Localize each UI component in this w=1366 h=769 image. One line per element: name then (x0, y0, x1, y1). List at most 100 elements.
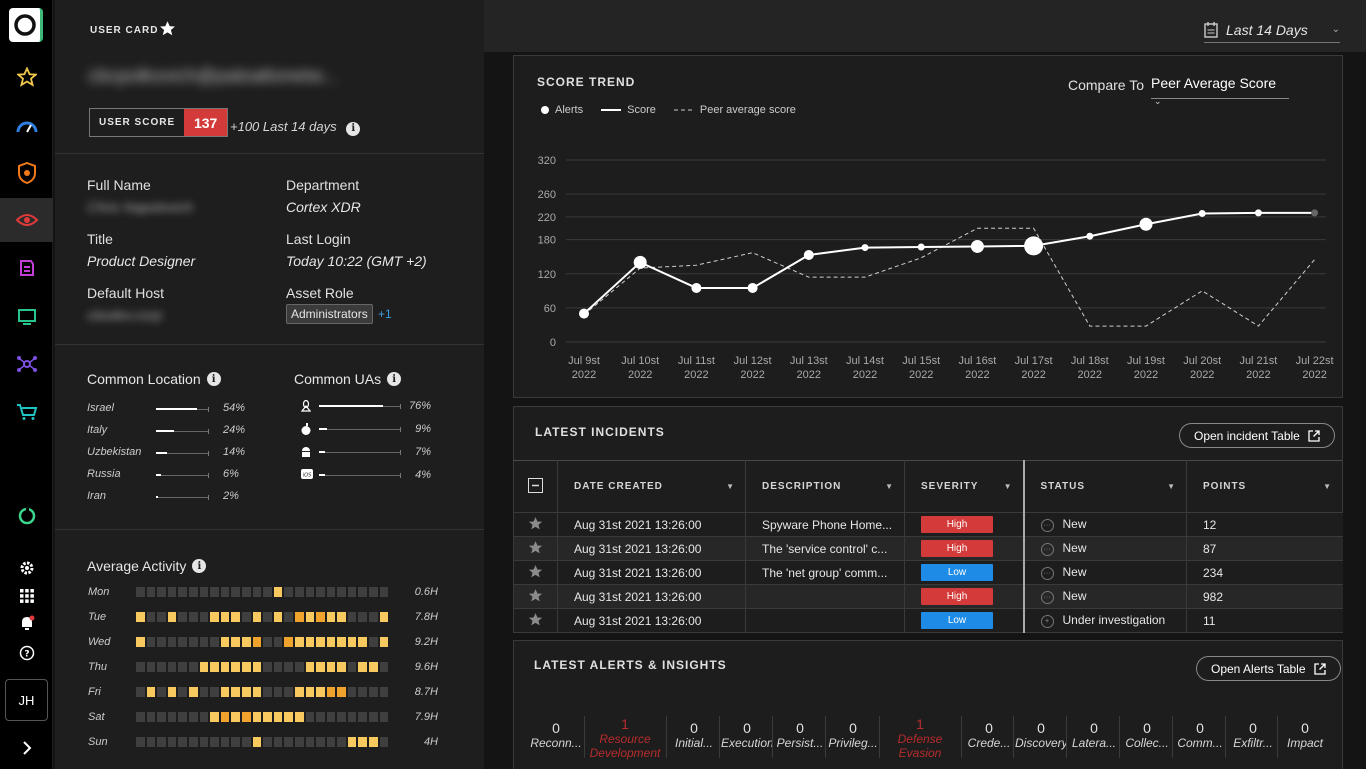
activity-cell[interactable] (188, 587, 198, 597)
activity-cell[interactable] (337, 637, 346, 647)
filter-icon[interactable]: ▼ (885, 482, 894, 491)
open-incident-table-button[interactable]: Open incident Table (1179, 423, 1335, 448)
activity-cell[interactable] (136, 612, 145, 622)
activity-cell[interactable] (273, 637, 283, 647)
activity-cell[interactable] (157, 637, 166, 647)
activity-cell[interactable] (178, 737, 187, 747)
activity-cell[interactable] (146, 637, 156, 647)
activity-cell[interactable] (146, 737, 156, 747)
alert-point[interactable] (1086, 232, 1094, 240)
activity-cell[interactable] (358, 587, 368, 597)
activity-cell[interactable] (305, 712, 315, 722)
activity-cell[interactable] (241, 637, 251, 647)
activity-cell[interactable] (294, 687, 304, 697)
activity-cell[interactable] (220, 587, 230, 597)
activity-cell[interactable] (294, 737, 304, 747)
activity-cell[interactable] (379, 687, 389, 697)
activity-cell[interactable] (284, 637, 293, 647)
activity-cell[interactable] (231, 587, 240, 597)
alert-point[interactable] (579, 308, 589, 319)
activity-cell[interactable] (146, 587, 156, 597)
activity-cell[interactable] (241, 687, 251, 697)
activity-cell[interactable] (167, 637, 177, 647)
filter-icon[interactable]: ▼ (726, 482, 735, 491)
activity-cell[interactable] (316, 687, 325, 697)
apps-grid-icon[interactable] (0, 574, 53, 618)
activity-cell[interactable] (220, 737, 230, 747)
table-row[interactable]: Aug 31st 2021 13:26:00 High ··· New 982 (513, 584, 1343, 609)
activity-cell[interactable] (178, 662, 187, 672)
activity-cell[interactable] (316, 612, 325, 622)
activity-cell[interactable] (337, 587, 346, 597)
avatar[interactable]: JH (5, 679, 48, 721)
activity-cell[interactable] (369, 637, 378, 647)
activity-cell[interactable] (178, 712, 187, 722)
activity-cell[interactable] (358, 687, 368, 697)
alert-point[interactable] (633, 255, 647, 269)
info-icon[interactable]: i (387, 372, 402, 386)
activity-cell[interactable] (316, 662, 325, 672)
activity-cell[interactable] (252, 737, 262, 747)
activity-cell[interactable] (263, 637, 272, 647)
activity-cell[interactable] (379, 612, 389, 622)
alert-point[interactable] (861, 244, 869, 252)
activity-cell[interactable] (231, 612, 240, 622)
activity-cell[interactable] (358, 612, 368, 622)
activity-cell[interactable] (326, 637, 336, 647)
shield-icon[interactable] (0, 151, 53, 195)
activity-cell[interactable] (326, 712, 336, 722)
alert-point[interactable] (747, 282, 758, 293)
alert-category[interactable]: 0 Latera... (1068, 720, 1120, 750)
activity-cell[interactable] (273, 687, 283, 697)
table-row[interactable]: Aug 31st 2021 13:26:00 The 'net group' co… (513, 560, 1343, 585)
eye-icon[interactable] (0, 198, 53, 242)
activity-cell[interactable] (231, 687, 240, 697)
activity-cell[interactable] (167, 712, 177, 722)
activity-cell[interactable] (379, 637, 389, 647)
alert-point[interactable] (1139, 217, 1153, 231)
column-description[interactable]: DESCRIPTION ▼ (745, 460, 905, 513)
table-row[interactable]: Aug 31st 2021 13:26:00 Spyware Phone Home… (513, 512, 1343, 537)
activity-cell[interactable] (146, 662, 156, 672)
activity-cell[interactable] (210, 612, 219, 622)
chevron-right-icon[interactable] (0, 726, 53, 769)
activity-cell[interactable] (241, 712, 251, 722)
activity-cell[interactable] (273, 612, 283, 622)
activity-cell[interactable] (188, 637, 198, 647)
activity-cell[interactable] (369, 687, 378, 697)
asset-role-more[interactable]: +1 (378, 307, 392, 321)
alert-category[interactable]: 0 Discovery (1015, 720, 1067, 750)
activity-cell[interactable] (273, 587, 283, 597)
activity-cell[interactable] (167, 687, 177, 697)
activity-cell[interactable] (263, 662, 272, 672)
bell-icon[interactable] (0, 601, 53, 645)
activity-cell[interactable] (326, 587, 336, 597)
logo-icon[interactable] (9, 8, 43, 42)
alert-category[interactable]: 0 Execution (721, 720, 773, 750)
activity-cell[interactable] (199, 587, 209, 597)
activity-cell[interactable] (178, 637, 187, 647)
alert-category[interactable]: 0 Persist... (774, 720, 826, 750)
activity-cell[interactable] (379, 587, 389, 597)
filter-icon[interactable]: ▼ (1003, 482, 1013, 491)
activity-cell[interactable] (369, 662, 378, 672)
activity-cell[interactable] (284, 662, 293, 672)
activity-cell[interactable] (326, 737, 336, 747)
activity-cell[interactable] (136, 737, 145, 747)
activity-cell[interactable] (316, 737, 325, 747)
star-icon[interactable] (528, 588, 543, 603)
activity-cell[interactable] (326, 687, 336, 697)
activity-cell[interactable] (157, 612, 166, 622)
activity-cell[interactable] (146, 612, 156, 622)
activity-cell[interactable] (284, 612, 293, 622)
alert-point[interactable] (691, 282, 702, 293)
activity-cell[interactable] (337, 687, 346, 697)
alert-point[interactable] (970, 239, 984, 253)
column-status[interactable]: STATUS ▼ (1022, 460, 1187, 513)
activity-cell[interactable] (369, 712, 378, 722)
star-icon[interactable] (528, 612, 543, 627)
activity-cell[interactable] (167, 612, 177, 622)
activity-cell[interactable] (263, 712, 272, 722)
activity-cell[interactable] (316, 712, 325, 722)
activity-cell[interactable] (157, 587, 166, 597)
